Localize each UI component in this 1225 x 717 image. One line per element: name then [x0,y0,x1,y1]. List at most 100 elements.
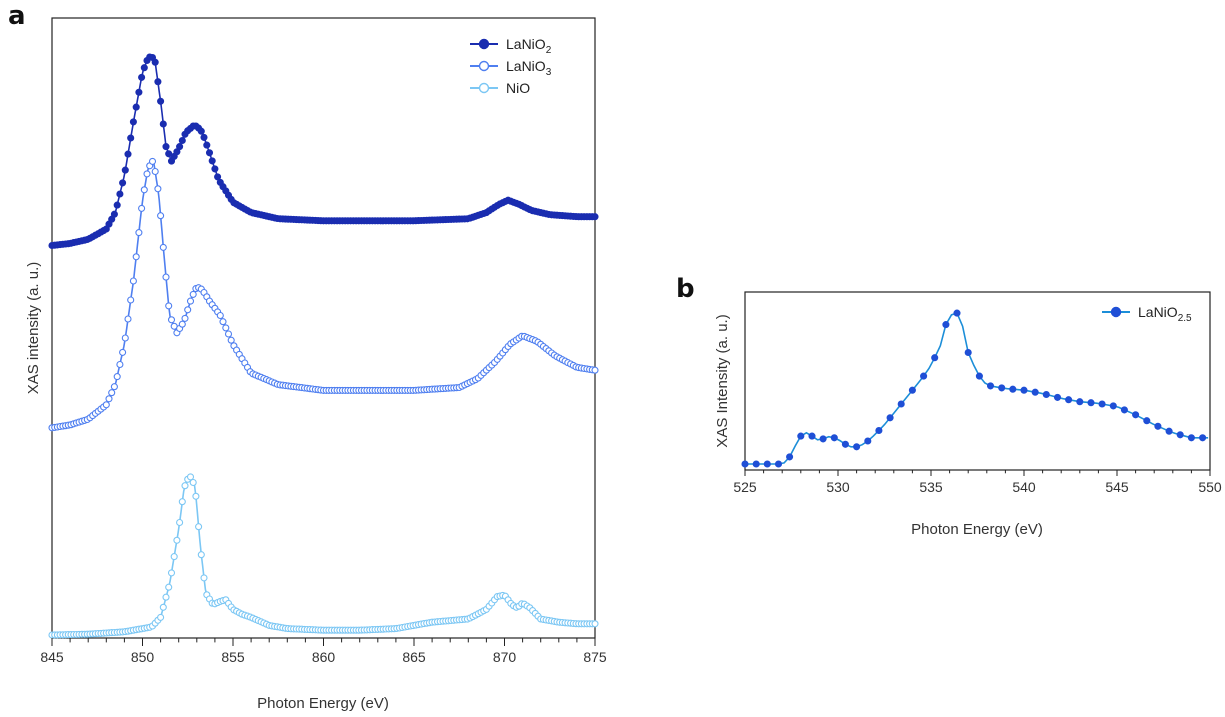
data-point [797,432,805,440]
x-tick-label: 525 [733,479,757,495]
data-point [819,435,827,443]
legend-marker [478,38,490,50]
legend-label-subscript: 2 [546,45,552,56]
data-point [192,492,200,500]
legend-label-subscript: 3 [546,67,552,78]
data-point [110,383,118,391]
data-point [808,432,816,440]
x-tick-label: 540 [1012,479,1036,495]
panel-a-x-axis: 845 850 855 860 865 870 875 [40,638,607,665]
series-line-NiO [52,474,595,636]
data-point [203,141,211,149]
data-point [127,296,135,304]
data-point [129,277,137,285]
data-point [170,553,178,561]
data-point [1132,411,1140,419]
data-point [741,460,749,468]
data-point [178,320,186,328]
legend-item-LaNiO3: LaNiO3 [470,58,552,78]
x-tick-label: 535 [919,479,943,495]
data-point [157,212,165,220]
data-point [214,173,222,181]
data-point [143,170,151,178]
data-point [1053,393,1062,401]
data-point [157,97,165,105]
data-point [173,536,181,544]
panel-b-x-axis: 525 530 535 540 545 550 [733,470,1222,495]
data-point [178,136,186,145]
data-point [1020,386,1028,394]
data-point [830,434,838,442]
panel-b-series-layer [741,309,1209,468]
legend-item-NiO: NiO [470,80,530,96]
data-point [998,384,1006,392]
panel-a-plot-frame [51,17,596,639]
data-point [140,186,148,194]
data-point [1143,417,1151,425]
data-point [219,318,227,326]
series-LaNiO2.5 [741,309,1209,468]
data-point [920,372,928,380]
panel-b-plot-frame [744,291,1211,471]
legend-label-main: LaNiO [506,36,546,52]
panel-a-label: a [8,1,26,31]
x-tick-label: 850 [131,649,155,665]
data-point [897,400,905,408]
series-LaNiO3 [48,157,599,432]
data-point [189,478,197,487]
data-point [181,482,189,490]
data-point [110,210,118,218]
data-point [127,134,135,142]
data-point [108,389,116,397]
data-point [205,149,214,157]
data-point [184,306,192,314]
data-point [132,103,140,111]
data-point [1076,398,1084,406]
data-point [197,551,205,559]
data-point [1009,385,1017,393]
panel-b: b 525 530 535 540 545 550 Photon Energy (eV) … [676,274,1222,538]
legend-label: NiO [506,80,530,96]
x-tick-label: 870 [493,649,517,665]
data-point [1176,431,1184,439]
data-point [1031,388,1039,396]
legend-label: LaNiO2 [506,36,552,56]
data-point [752,460,760,468]
data-point [195,523,203,531]
data-point [121,166,129,174]
data-point [124,315,132,323]
data-point [113,373,121,381]
data-point [154,185,162,193]
data-point [148,157,157,165]
data-point [151,167,159,176]
data-point [591,620,599,628]
data-point [176,518,184,527]
legend-label: LaNiO3 [506,58,552,78]
data-point [841,440,849,448]
panel-a-y-axis-title: XAS intensity (a. u.) [25,262,42,395]
series-line-LaNiO2.5 [745,312,1209,465]
legend-label: LaNiO2.5 [1138,304,1192,324]
data-point [931,354,939,362]
data-point [113,201,121,209]
panel-a-x-axis-title: Photon Energy (eV) [257,695,389,712]
data-point [178,498,186,506]
data-point [1065,396,1073,404]
data-point [986,382,995,390]
series-LaNiO2 [48,53,599,250]
data-point [105,395,113,403]
data-point [186,473,195,481]
panel-b-y-axis-title: XAS Intensity (a. u.) [714,314,731,447]
x-tick-label: 875 [583,649,607,665]
data-point [165,150,173,158]
data-point [165,302,173,310]
data-point [222,324,230,332]
data-point [1098,400,1106,408]
data-point [189,290,197,298]
data-point [151,58,159,66]
legend-marker [1110,306,1122,318]
data-point [176,143,184,151]
data-point [875,426,883,435]
data-point [132,253,140,261]
